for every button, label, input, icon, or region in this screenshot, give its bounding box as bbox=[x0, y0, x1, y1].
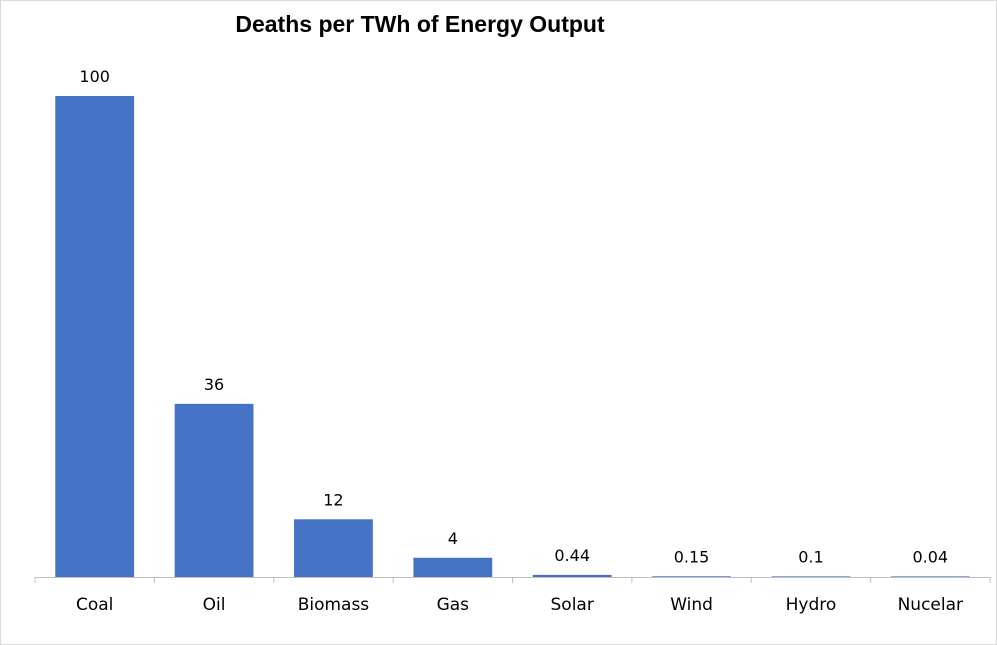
bars-layer bbox=[55, 96, 970, 577]
tick-label-solar: Solar bbox=[551, 595, 594, 615]
tick-label-wind: Wind bbox=[670, 595, 713, 615]
tick-label-gas: Gas bbox=[437, 595, 470, 615]
x-axis bbox=[34, 577, 991, 583]
bar-nucelar bbox=[890, 576, 970, 577]
tick-label-oil: Oil bbox=[203, 595, 226, 615]
data-label-solar: 0.44 bbox=[554, 546, 590, 565]
chart-title: Deaths per TWh of Energy Output bbox=[235, 11, 605, 37]
data-label-gas: 4 bbox=[448, 529, 458, 548]
data-label-biomass: 12 bbox=[323, 490, 343, 509]
data-label-nucelar: 0.04 bbox=[912, 547, 948, 566]
data-label-oil: 36 bbox=[204, 375, 224, 394]
tick-label-coal: Coal bbox=[76, 595, 113, 615]
bar-biomass bbox=[294, 519, 373, 577]
data-label-coal: 100 bbox=[79, 67, 110, 86]
bar-wind bbox=[652, 576, 731, 577]
tick-label-nucelar: Nucelar bbox=[898, 595, 963, 615]
bar-coal bbox=[55, 96, 135, 577]
bar-hydro bbox=[771, 576, 851, 577]
data-label-hydro: 0.1 bbox=[798, 547, 823, 566]
tick-label-biomass: Biomass bbox=[298, 595, 370, 615]
data-label-wind: 0.15 bbox=[674, 547, 710, 566]
bar-gas bbox=[413, 557, 493, 577]
bar-solar bbox=[532, 574, 612, 577]
bar-oil bbox=[174, 403, 254, 577]
labels-layer: 100 Coal 36 Oil 12 Biomass 4 Gas 0.44 Solar 0.15 Wi… bbox=[76, 67, 963, 615]
tick-label-hydro: Hydro bbox=[786, 595, 837, 615]
